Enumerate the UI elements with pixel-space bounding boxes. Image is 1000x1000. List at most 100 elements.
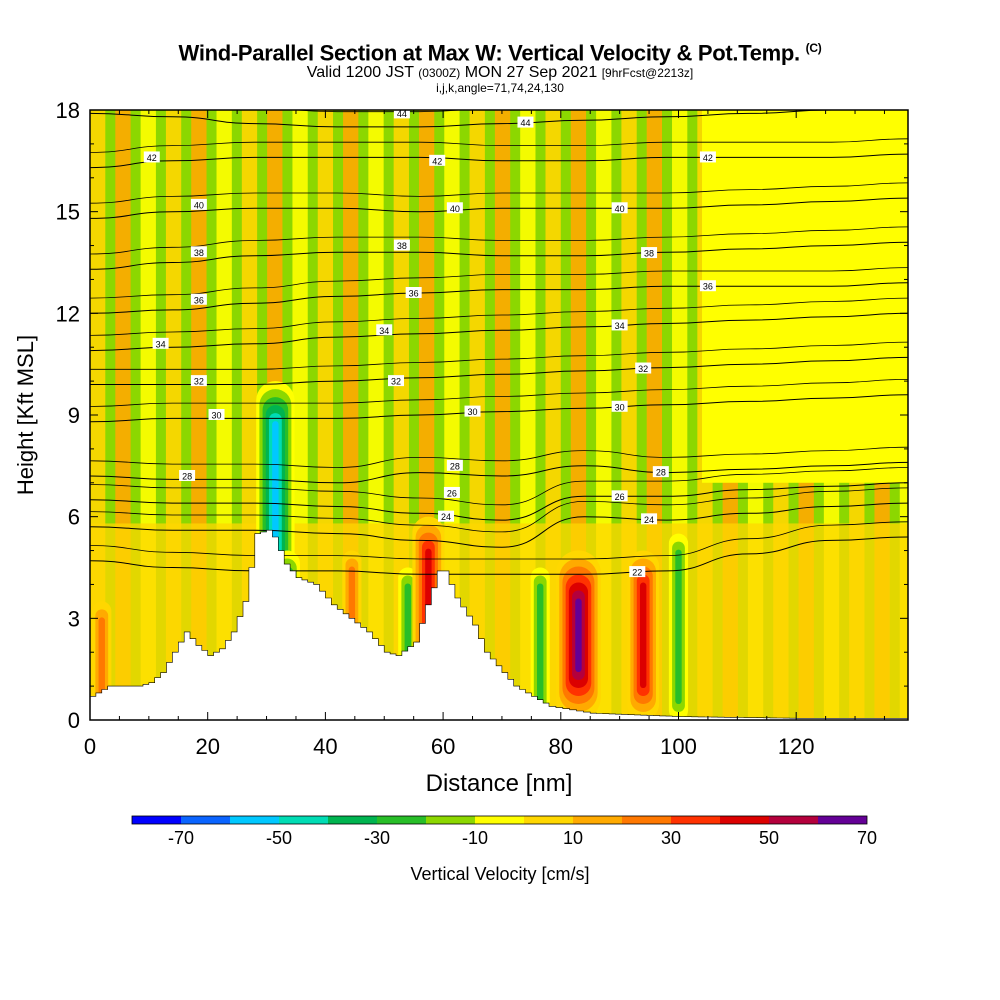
contour-label-box bbox=[699, 151, 716, 163]
contour-label-box bbox=[611, 202, 628, 214]
x-axis-label: Distance [nm] bbox=[426, 770, 573, 797]
y-tick-label: 9 bbox=[68, 403, 80, 428]
theta-contour-label: 32 bbox=[388, 375, 405, 387]
colorbar-swatch bbox=[279, 816, 328, 824]
theta-contour-label: 24 bbox=[641, 513, 658, 525]
contour-label-text: 44 bbox=[520, 118, 530, 128]
velocity-cell bbox=[98, 617, 105, 704]
theta-contour bbox=[90, 138, 908, 153]
contour-label-box bbox=[641, 247, 658, 259]
colorbar-tick-label: 70 bbox=[857, 828, 877, 848]
title-block: Wind-Parallel Section at Max W: Vertical… bbox=[0, 36, 1000, 96]
terrain-mask bbox=[90, 529, 908, 720]
x-tick-label: 20 bbox=[195, 734, 219, 759]
theta-contour bbox=[90, 461, 908, 484]
theta-contour-label: 32 bbox=[635, 362, 652, 374]
copyright-mark: (C) bbox=[805, 41, 822, 55]
contour-label-box bbox=[429, 154, 446, 166]
contour-label-text: 28 bbox=[656, 468, 666, 478]
velocity-cell bbox=[639, 582, 647, 688]
contour-label-box bbox=[393, 239, 410, 251]
colorbar-tick-label: 50 bbox=[759, 828, 779, 848]
contour-label-box bbox=[464, 405, 481, 417]
colorbar-swatch bbox=[475, 816, 524, 824]
contour-label-box bbox=[611, 400, 628, 412]
contour-label-text: 36 bbox=[703, 282, 713, 292]
colorbar-swatch bbox=[573, 816, 622, 824]
contour-label-box bbox=[376, 324, 393, 336]
x-tick-label: 0 bbox=[84, 734, 96, 759]
y-tick-label: 18 bbox=[56, 98, 80, 123]
theta-contour-label: 24 bbox=[438, 510, 455, 522]
colorbar-swatch bbox=[230, 816, 279, 824]
title-main-text: Wind-Parallel Section at Max W: Vertical… bbox=[178, 40, 801, 66]
colorbar-swatch bbox=[622, 816, 671, 824]
theta-contour-label: 42 bbox=[143, 151, 160, 163]
theta-contour bbox=[90, 356, 908, 386]
theta-contour-label: 26 bbox=[443, 486, 460, 498]
contour-label-box bbox=[652, 466, 669, 478]
theta-contour bbox=[90, 297, 908, 336]
theta-contour-label: 30 bbox=[611, 400, 628, 412]
colorbar-tick-label: -70 bbox=[168, 828, 194, 848]
colorbar-swatch bbox=[720, 816, 769, 824]
contour-label-text: 30 bbox=[212, 411, 222, 421]
contour-label-box bbox=[190, 246, 207, 258]
contour-label-text: 34 bbox=[156, 339, 166, 349]
theta-contour bbox=[90, 312, 908, 352]
colorbar: -70 -50 -30 -10 10 30 50 70 bbox=[131, 815, 877, 848]
colorbar-swatch bbox=[671, 816, 720, 824]
theta-contour bbox=[90, 536, 908, 575]
section-params: i,j,k,angle=71,74,24,130 bbox=[436, 81, 564, 96]
x-tick-label: 100 bbox=[660, 734, 697, 759]
theta-contour-label: 30 bbox=[464, 405, 481, 417]
theta-contour-label: 28 bbox=[446, 459, 463, 471]
contour-label-text: 28 bbox=[182, 472, 192, 482]
contour-label-box bbox=[699, 280, 716, 292]
contour-label-text: 42 bbox=[432, 156, 442, 166]
forecast-info: [9hrFcst@2213z] bbox=[601, 66, 694, 81]
colorbar-swatch bbox=[769, 816, 818, 824]
contour-label-box bbox=[611, 490, 628, 502]
contour-label-text: 42 bbox=[147, 153, 157, 163]
theta-contour bbox=[90, 446, 908, 468]
theta-contour-label: 36 bbox=[190, 293, 207, 305]
contour-label-text: 26 bbox=[447, 488, 457, 498]
theta-contour bbox=[90, 467, 908, 506]
theta-contour-label: 36 bbox=[405, 287, 422, 299]
colorbar-swatch bbox=[132, 816, 181, 824]
theta-contour-label: 30 bbox=[208, 409, 225, 421]
theta-contour bbox=[90, 226, 908, 255]
terrain-profile bbox=[90, 529, 908, 720]
theta-contour-label: 40 bbox=[446, 202, 463, 214]
theta-contour bbox=[90, 282, 908, 314]
colorbar-label: Vertical Velocity [cm/s] bbox=[410, 864, 589, 884]
colorbar-swatch bbox=[524, 816, 573, 824]
y-tick-label: 6 bbox=[68, 505, 80, 530]
theta-contour-label: 44 bbox=[517, 116, 534, 128]
contour-label-box bbox=[635, 362, 652, 374]
contour-label-text: 44 bbox=[397, 109, 407, 119]
theta-contour-label: 28 bbox=[179, 470, 196, 482]
theta-contour-label: 38 bbox=[393, 239, 410, 251]
theta-contours bbox=[90, 110, 908, 575]
y-tick-label: 0 bbox=[68, 708, 80, 733]
contour-label-text: 24 bbox=[644, 515, 654, 525]
contour-label-box bbox=[190, 198, 207, 210]
theta-contour-label: 32 bbox=[190, 375, 207, 387]
colorbar-tick-label: -10 bbox=[462, 828, 488, 848]
contour-label-box bbox=[641, 513, 658, 525]
theta-contour-label: 34 bbox=[152, 337, 169, 349]
x-tick-label: 40 bbox=[313, 734, 337, 759]
valid-utc: (0300Z) bbox=[418, 66, 461, 81]
valid-date: MON 27 Sep 2021 bbox=[464, 64, 598, 82]
colorbar-tick-label: 30 bbox=[661, 828, 681, 848]
theta-contour bbox=[90, 267, 908, 299]
valid-time: Valid 1200 JST bbox=[306, 64, 414, 82]
theta-contour bbox=[90, 341, 908, 370]
contour-label-box bbox=[190, 375, 207, 387]
contour-label-text: 32 bbox=[194, 377, 204, 387]
contour-label-text: 34 bbox=[379, 326, 389, 336]
